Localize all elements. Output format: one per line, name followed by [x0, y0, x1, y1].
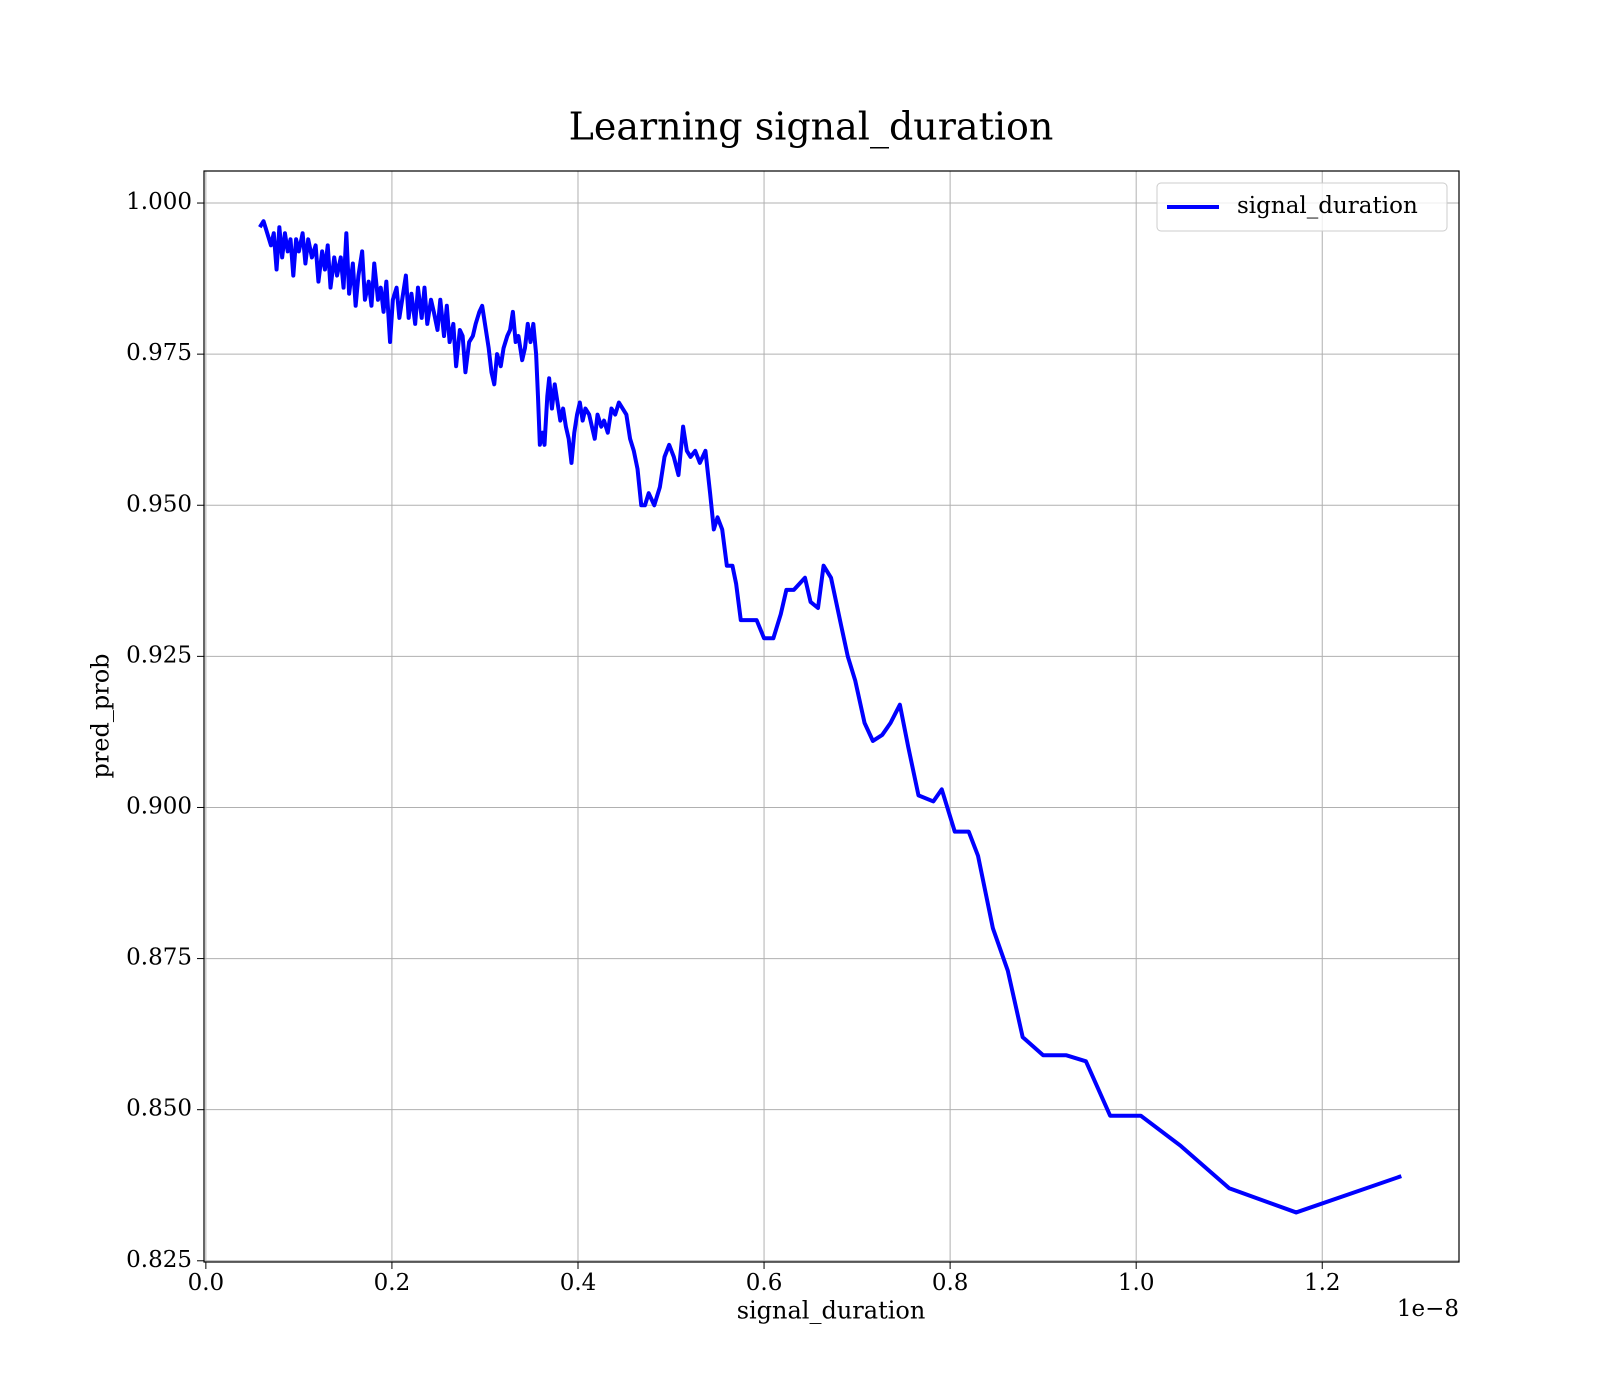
x-axis-label: signal_duration	[737, 1297, 926, 1325]
y-tick-label: 0.900	[126, 793, 192, 819]
x-tick-label: 1.0	[1118, 1270, 1155, 1296]
y-tick-label: 1.000	[126, 189, 192, 215]
y-tick-label: 0.850	[126, 1096, 192, 1122]
y-axis-label: pred_prob	[87, 653, 115, 778]
x-tick-label: 1.2	[1304, 1270, 1341, 1296]
x-tick-label: 0.6	[746, 1270, 783, 1296]
y-tick-label: 0.925	[126, 642, 192, 668]
y-tick-label: 0.975	[126, 340, 192, 366]
y-tick-label: 0.825	[126, 1247, 192, 1273]
legend-box	[1156, 182, 1448, 232]
data-line	[258, 219, 1402, 1215]
x-tick-label: 0.8	[932, 1270, 969, 1296]
legend-label: signal_duration	[1237, 193, 1418, 219]
x-tick-label: 0.2	[374, 1270, 411, 1296]
chart-title: Learning signal_duration	[569, 105, 1054, 150]
x-offset-text: 1e−8	[1397, 1296, 1459, 1322]
x-tick-label: 0.0	[188, 1270, 225, 1296]
plot-frame	[203, 170, 1460, 1263]
x-tick-label: 0.4	[560, 1270, 597, 1296]
y-tick-label: 0.875	[126, 945, 192, 971]
y-tick-label: 0.950	[126, 491, 192, 517]
